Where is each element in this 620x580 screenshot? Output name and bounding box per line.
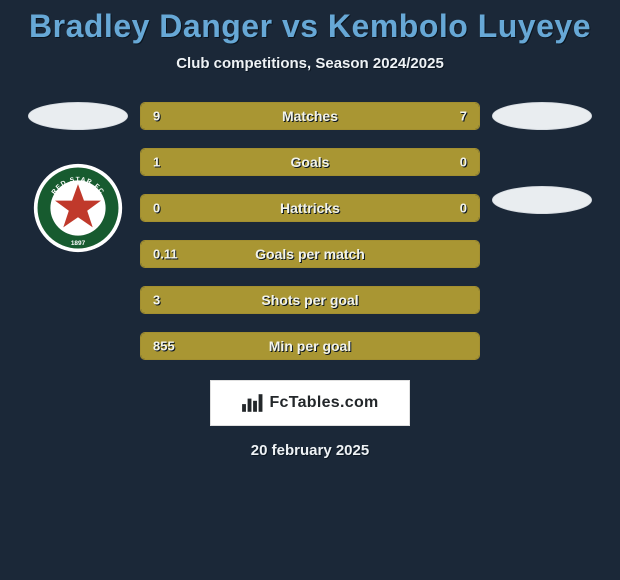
club-badge-left: RED STAR FC 1897 (32, 162, 124, 254)
player-chip-left (28, 102, 128, 130)
stat-value-left: 9 (153, 109, 160, 124)
stat-label: Min per goal (269, 338, 351, 354)
left-side: RED STAR FC 1897 (28, 102, 128, 254)
attribution-banner: FcTables.com (210, 380, 410, 426)
stat-value-left: 3 (153, 293, 160, 308)
stat-label: Shots per goal (261, 292, 358, 308)
bar-fill-right (401, 149, 479, 175)
stat-bar: 9 Matches 7 (140, 102, 480, 130)
stat-value-left: 0.11 (153, 247, 178, 262)
stat-bar: 855 Min per goal (140, 332, 480, 360)
stat-bar: 0.11 Goals per match (140, 240, 480, 268)
player-chip-right-2 (492, 186, 592, 214)
stat-value-left: 1 (153, 155, 160, 170)
page-title: Bradley Danger vs Kembolo Luyeye (0, 0, 620, 45)
stat-value-right: 7 (460, 109, 467, 124)
right-side (492, 102, 592, 214)
stat-bar: 3 Shots per goal (140, 286, 480, 314)
page-subtitle: Club competitions, Season 2024/2025 (0, 55, 620, 72)
bars-icon (241, 392, 263, 414)
stat-label: Matches (282, 108, 338, 124)
stat-bar: 1 Goals 0 (140, 148, 480, 176)
comparison-bars: 9 Matches 7 1 Goals 0 0 Hattricks 0 0.11 Goals per… (140, 102, 480, 360)
stat-value-right: 0 (460, 201, 467, 216)
stat-label: Goals per match (255, 246, 365, 262)
stat-value-right: 0 (460, 155, 467, 170)
comparison-layout: RED STAR FC 1897 9 Matches 7 1 Goals 0 0 Hattri… (0, 102, 620, 360)
stat-value-left: 0 (153, 201, 160, 216)
badge-label-year: 1897 (71, 240, 86, 247)
stat-label: Hattricks (280, 200, 340, 216)
bar-fill-left (141, 149, 401, 175)
player-chip-right-1 (492, 102, 592, 130)
footer-date: 20 february 2025 (0, 442, 620, 459)
bar-fill-right (331, 103, 479, 129)
stat-bar: 0 Hattricks 0 (140, 194, 480, 222)
stat-label: Goals (291, 154, 330, 170)
stat-value-left: 855 (153, 339, 175, 354)
attribution-text: FcTables.com (269, 394, 378, 412)
